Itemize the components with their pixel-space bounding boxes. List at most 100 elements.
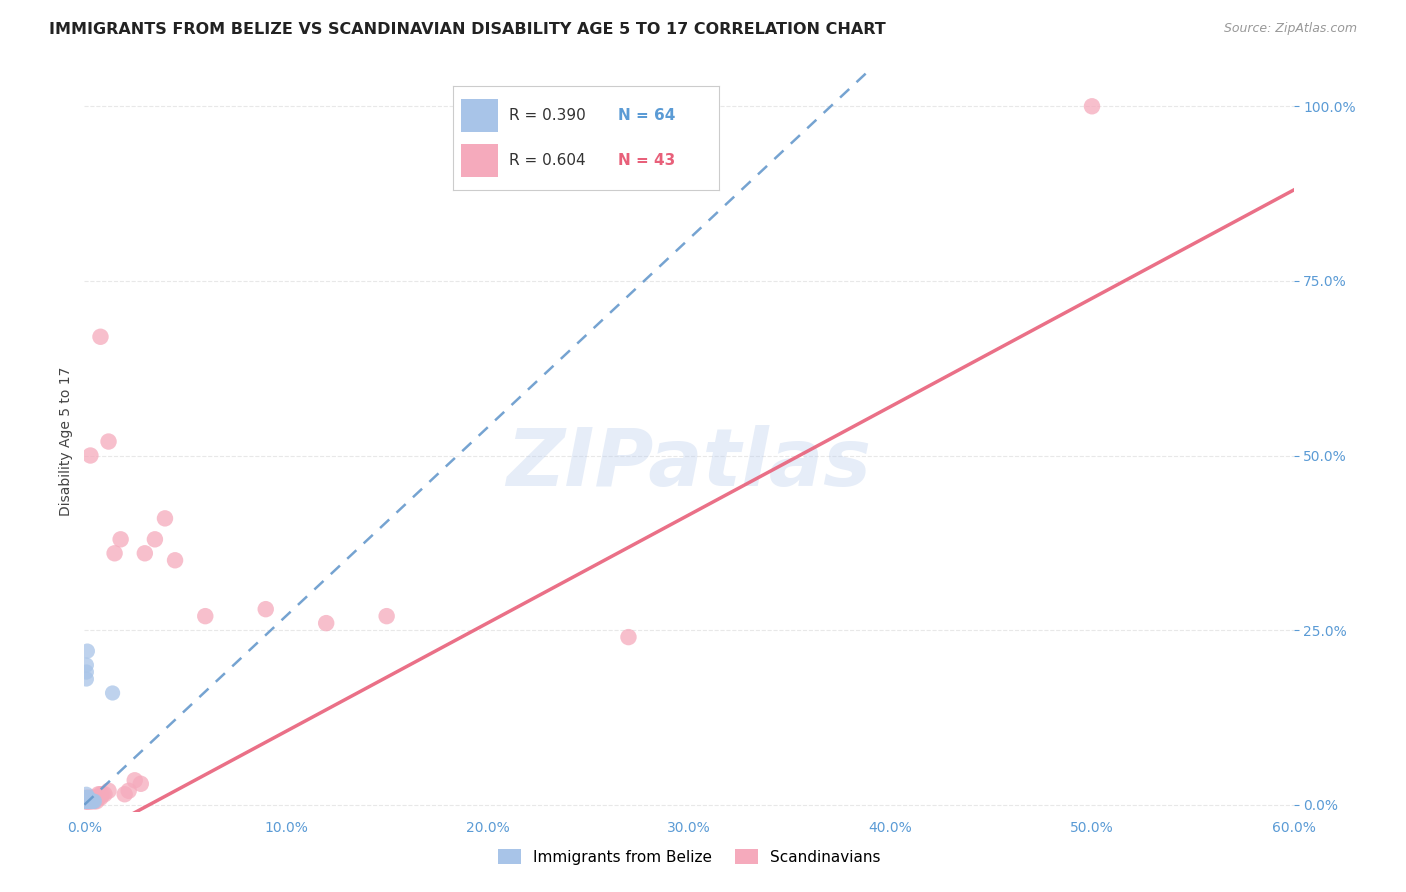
- Point: [89, 330, 111, 344]
- Point: [80, 794, 103, 808]
- Point: [77, 794, 100, 808]
- Point: [75, 794, 97, 808]
- Point: [82, 794, 104, 808]
- Point: [87, 787, 110, 801]
- Point: [76, 794, 98, 808]
- Point: [75, 794, 97, 808]
- Text: ZIPatlas: ZIPatlas: [506, 425, 872, 503]
- Point: [75, 794, 97, 808]
- Text: Source: ZipAtlas.com: Source: ZipAtlas.com: [1223, 22, 1357, 36]
- Point: [79, 794, 101, 808]
- Point: [77, 794, 100, 808]
- Point: [153, 511, 176, 525]
- Point: [75, 794, 97, 808]
- Point: [75, 794, 97, 808]
- Point: [315, 616, 337, 631]
- Point: [83, 794, 105, 808]
- Point: [75, 794, 97, 808]
- Point: [75, 794, 97, 808]
- Point: [79, 794, 101, 808]
- Point: [75, 794, 97, 808]
- Point: [114, 787, 136, 801]
- Point: [118, 784, 141, 798]
- Point: [75, 794, 97, 808]
- Point: [79, 794, 101, 808]
- Point: [77, 794, 100, 808]
- Point: [87, 790, 110, 805]
- Point: [75, 794, 97, 808]
- Point: [77, 790, 100, 805]
- Legend: Immigrants from Belize, Scandinavians: Immigrants from Belize, Scandinavians: [492, 843, 886, 871]
- Point: [76, 794, 98, 808]
- Point: [143, 533, 166, 547]
- Point: [77, 794, 100, 808]
- Point: [75, 794, 97, 808]
- Point: [77, 794, 100, 808]
- Point: [75, 794, 97, 808]
- Point: [1081, 99, 1104, 113]
- Point: [79, 794, 101, 808]
- Point: [79, 794, 101, 808]
- Point: [75, 794, 97, 808]
- Point: [75, 792, 97, 806]
- Point: [89, 790, 111, 805]
- Point: [254, 602, 277, 616]
- Point: [110, 533, 132, 547]
- Point: [82, 790, 104, 805]
- Point: [79, 794, 101, 808]
- Point: [194, 609, 217, 624]
- Point: [75, 794, 97, 808]
- Point: [75, 790, 97, 805]
- Point: [75, 794, 97, 808]
- Point: [76, 794, 98, 808]
- Point: [75, 794, 97, 808]
- Point: [76, 794, 98, 808]
- Point: [75, 794, 97, 808]
- Point: [76, 794, 98, 808]
- Text: IMMIGRANTS FROM BELIZE VS SCANDINAVIAN DISABILITY AGE 5 TO 17 CORRELATION CHART: IMMIGRANTS FROM BELIZE VS SCANDINAVIAN D…: [49, 22, 886, 37]
- Point: [76, 794, 98, 808]
- Point: [75, 794, 97, 808]
- Point: [77, 794, 100, 808]
- Point: [75, 794, 97, 808]
- Point: [76, 790, 98, 805]
- Point: [75, 665, 97, 679]
- Point: [75, 790, 97, 805]
- Y-axis label: Disability Age 5 to 17: Disability Age 5 to 17: [59, 367, 73, 516]
- Point: [75, 794, 97, 808]
- Point: [75, 794, 97, 808]
- Point: [75, 794, 97, 808]
- Point: [82, 794, 104, 808]
- Point: [75, 794, 97, 808]
- Point: [75, 787, 97, 801]
- Point: [83, 794, 105, 808]
- Point: [76, 794, 98, 808]
- Point: [79, 790, 101, 805]
- Point: [77, 790, 100, 805]
- Point: [75, 672, 97, 686]
- Point: [76, 794, 98, 808]
- Point: [75, 794, 97, 808]
- Point: [79, 794, 101, 808]
- Point: [75, 658, 97, 673]
- Point: [75, 794, 97, 808]
- Point: [77, 794, 100, 808]
- Point: [77, 794, 100, 808]
- Point: [75, 790, 97, 805]
- Point: [75, 794, 97, 808]
- Point: [79, 794, 101, 808]
- Point: [97, 784, 120, 798]
- Point: [129, 777, 152, 791]
- Point: [104, 546, 127, 560]
- Point: [91, 787, 114, 801]
- Point: [79, 449, 101, 463]
- Point: [79, 794, 101, 808]
- Point: [83, 790, 105, 805]
- Point: [375, 609, 398, 624]
- Point: [80, 794, 103, 808]
- Point: [124, 773, 146, 788]
- Point: [86, 794, 108, 808]
- Point: [76, 644, 98, 658]
- Point: [93, 787, 115, 801]
- Point: [75, 794, 97, 808]
